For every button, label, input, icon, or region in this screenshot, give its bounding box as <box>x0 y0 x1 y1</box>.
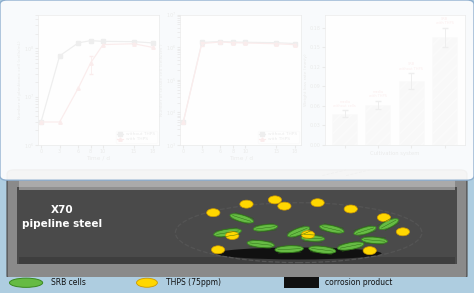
X-axis label: Time / d: Time / d <box>228 156 253 161</box>
without THPS <box>131 40 137 43</box>
Text: corrosion product: corrosion product <box>325 278 392 287</box>
Circle shape <box>344 205 357 213</box>
Ellipse shape <box>247 241 274 248</box>
Circle shape <box>240 200 253 208</box>
Ellipse shape <box>288 226 310 237</box>
without THPS <box>199 41 205 44</box>
without THPS <box>218 40 223 43</box>
Line: without THPS: without THPS <box>182 40 297 124</box>
Bar <box>332 114 357 145</box>
Ellipse shape <box>362 237 387 244</box>
X-axis label: Cultivation system: Cultivation system <box>370 151 419 156</box>
without THPS <box>75 41 81 45</box>
Text: SRB cells: SRB cells <box>51 278 86 287</box>
Ellipse shape <box>9 278 43 287</box>
Y-axis label: Number of planktonic cell (cells/mL): Number of planktonic cell (cells/mL) <box>18 40 22 119</box>
Ellipse shape <box>214 229 241 237</box>
Ellipse shape <box>230 214 254 223</box>
Circle shape <box>211 246 225 254</box>
Circle shape <box>363 247 376 255</box>
Bar <box>284 277 319 289</box>
Ellipse shape <box>216 248 382 260</box>
without THPS <box>38 120 44 124</box>
Circle shape <box>311 199 324 207</box>
without THPS <box>150 41 155 45</box>
without THPS <box>292 42 298 45</box>
Ellipse shape <box>309 246 336 253</box>
without THPS <box>230 40 236 44</box>
Ellipse shape <box>337 242 364 250</box>
Legend: without THPS, with THPS: without THPS, with THPS <box>258 131 299 143</box>
Circle shape <box>301 231 315 239</box>
Circle shape <box>137 278 157 287</box>
Text: SRB
without THPS: SRB without THPS <box>399 62 423 71</box>
Bar <box>365 105 391 145</box>
Ellipse shape <box>319 225 344 233</box>
Ellipse shape <box>301 236 325 241</box>
Legend: without THPS, with THPS: without THPS, with THPS <box>116 131 156 143</box>
without THPS <box>88 39 93 42</box>
with THPS <box>199 42 205 45</box>
X-axis label: Time / d: Time / d <box>86 156 110 161</box>
with THPS <box>88 61 93 65</box>
with THPS <box>242 41 248 45</box>
without THPS <box>181 120 186 124</box>
with THPS <box>218 40 223 44</box>
with THPS <box>100 43 106 46</box>
Ellipse shape <box>275 246 303 253</box>
Y-axis label: Number of sessile cell (cells/cm²): Number of sessile cell (cells/cm²) <box>160 44 164 116</box>
Bar <box>432 38 457 145</box>
FancyBboxPatch shape <box>7 170 467 280</box>
Ellipse shape <box>354 226 376 235</box>
Line: without THPS: without THPS <box>39 39 155 124</box>
Circle shape <box>226 231 239 239</box>
with THPS <box>38 120 44 124</box>
Text: THPS (75ppm): THPS (75ppm) <box>166 278 221 287</box>
Circle shape <box>396 228 410 236</box>
with THPS <box>57 120 63 124</box>
Y-axis label: Weight loss rate (mm/y): Weight loss rate (mm/y) <box>304 54 308 106</box>
Bar <box>399 81 424 145</box>
Bar <box>19 179 455 190</box>
Text: SRB
with THPS: SRB with THPS <box>436 17 454 25</box>
with THPS <box>181 120 186 124</box>
without THPS <box>100 40 106 43</box>
Circle shape <box>268 196 282 204</box>
with THPS <box>150 46 155 49</box>
with THPS <box>292 43 298 46</box>
Ellipse shape <box>253 224 278 231</box>
Text: media
with THPS: media with THPS <box>369 90 387 98</box>
Bar <box>19 257 455 264</box>
with THPS <box>131 42 137 45</box>
Bar <box>17 187 457 264</box>
Text: X70
pipeline steel: X70 pipeline steel <box>21 205 102 229</box>
without THPS <box>242 40 248 44</box>
Circle shape <box>377 214 391 222</box>
Circle shape <box>207 209 220 217</box>
Line: with THPS: with THPS <box>182 40 297 124</box>
with THPS <box>75 86 81 90</box>
Circle shape <box>278 202 291 210</box>
Line: with THPS: with THPS <box>39 42 155 124</box>
with THPS <box>230 41 236 45</box>
without THPS <box>273 41 279 45</box>
without THPS <box>57 54 63 58</box>
with THPS <box>273 42 279 45</box>
Ellipse shape <box>379 219 399 229</box>
Text: media
without cells: media without cells <box>333 100 356 108</box>
